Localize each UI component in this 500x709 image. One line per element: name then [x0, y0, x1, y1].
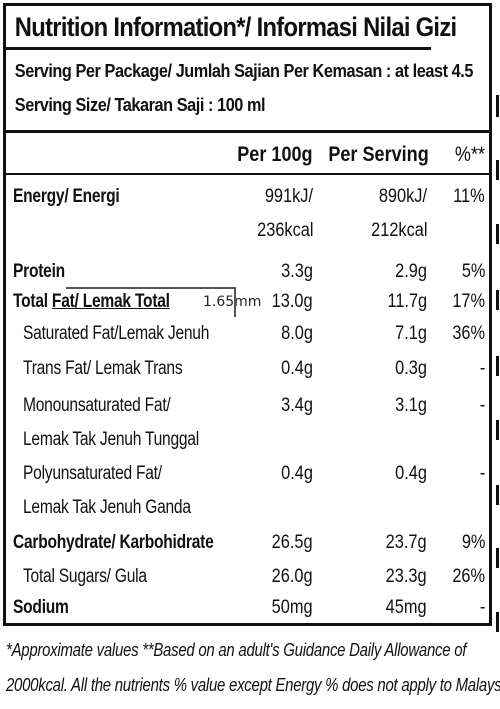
value-percent: - [479, 358, 485, 379]
nutrient-label: Monounsaturated Fat/ [23, 395, 171, 416]
value-per-serving: 0.4g [395, 463, 427, 484]
value-percent: 9% [461, 532, 485, 553]
value-per-serving: 23.7g [386, 532, 427, 553]
value-percent: 17% [452, 291, 485, 312]
label-part: Total [13, 291, 52, 312]
value-percent: - [479, 463, 485, 484]
nutrient-row-trans-fat: Trans Fat/ Lemak Trans 0.4g 0.3g - [6, 354, 489, 384]
divider [6, 173, 489, 175]
nutrient-row-total-fat: Total Fat/ Lemak Total 1.65mm 13.0g 11.7… [6, 287, 489, 317]
col-per-100g: Per 100g [237, 143, 313, 166]
nutrient-row-energy-kcal: 236kcal 212kcal [6, 216, 489, 246]
value-percent: 5% [461, 261, 485, 282]
serving-per-package: Serving Per Package/ Jumlah Sajian Per K… [14, 60, 474, 81]
footnote-line-1: *Approximate values **Based on an adult'… [6, 640, 467, 660]
cut-line-mark [496, 485, 499, 505]
nutrient-label: Polyunsaturated Fat/ [23, 463, 162, 484]
cut-line-mark [496, 95, 499, 117]
panel-title: Nutrition Information*/ Informasi Nilai … [6, 6, 457, 50]
value-per-100g: 26.0g [272, 566, 313, 587]
serving-size: Serving Size/ Takaran Saji : 100 ml [14, 94, 266, 115]
nutrient-label: Sodium [13, 597, 69, 618]
value-percent: 11% [453, 186, 485, 207]
value-per-serving: 890kJ/ [378, 186, 427, 207]
nutrient-row-carbohydrate: Carbohydrate/ Karbohidrate 26.5g 23.7g 9… [6, 528, 489, 558]
measurement-box-top [66, 287, 236, 289]
nutrient-label: Energy/ Energi [13, 186, 120, 207]
value-per-serving: 212kcal [370, 220, 427, 241]
value-per-serving: 11.7g [387, 291, 427, 312]
nutrient-row-poly-fat-cont: Lemak Tak Jenuh Ganda [6, 493, 489, 523]
value-percent: - [479, 597, 485, 618]
col-percent: %** [454, 143, 485, 166]
col-per-serving: Per Serving [328, 143, 429, 166]
value-percent: 36% [452, 323, 485, 344]
value-per-serving: 0.3g [395, 358, 427, 379]
nutrient-label: Total Fat/ Lemak Total [13, 287, 170, 317]
value-percent: - [479, 395, 485, 416]
value-per-100g: 26.5g [272, 532, 313, 553]
cut-line-mark [496, 548, 499, 568]
nutrient-label: Protein [13, 261, 65, 282]
nutrient-row-energy: Energy/ Energi 991kJ/ 890kJ/ 11% [6, 182, 489, 212]
value-per-100g: 8.0g [281, 323, 313, 344]
value-per-100g: 50mg [272, 597, 313, 618]
nutrient-label: Total Sugars/ Gula [23, 566, 147, 587]
nutrient-row-protein: Protein 3.3g 2.9g 5% [6, 257, 489, 287]
measurement-box-side [234, 287, 236, 317]
value-per-100g: 991kJ/ [264, 186, 313, 207]
divider [6, 130, 489, 133]
value-per-serving: 23.3g [386, 566, 427, 587]
cut-line-mark [496, 290, 499, 310]
label-part-underlined: Fat/ Lemak Total [51, 291, 170, 312]
nutrition-panel: Nutrition Information*/ Informasi Nilai … [3, 3, 492, 626]
nutrient-row-sugars: Total Sugars/ Gula 26.0g 23.3g 26% [6, 562, 489, 592]
nutrient-row-mono-fat-cont: Lemak Tak Jenuh Tunggal [6, 425, 489, 455]
nutrient-label-cont: Lemak Tak Jenuh Ganda [23, 497, 191, 518]
nutrient-row-poly-fat: Polyunsaturated Fat/ 0.4g 0.4g - [6, 459, 489, 489]
nutrient-label: Carbohydrate/ Karbohidrate [13, 532, 214, 553]
nutrient-label: Saturated Fat/Lemak Jenuh [23, 323, 210, 344]
value-per-100g: 3.4g [281, 395, 313, 416]
value-per-serving: 7.1g [395, 323, 427, 344]
cut-line-mark [496, 356, 499, 376]
value-per-100g: 3.3g [281, 261, 313, 282]
value-percent: 26% [452, 566, 485, 587]
measurement-annotation: 1.65mm [203, 294, 262, 310]
column-headers: Per 100g Per Serving %** [6, 140, 489, 170]
value-per-100g: 13.0g [272, 291, 313, 312]
cut-line-mark [496, 224, 499, 244]
value-per-100g: 0.4g [281, 463, 313, 484]
nutrient-row-mono-fat: Monounsaturated Fat/ 3.4g 3.1g - [6, 391, 489, 421]
nutrient-label-cont: Lemak Tak Jenuh Tunggal [23, 429, 199, 450]
cut-line-mark [496, 420, 499, 440]
value-per-100g: 236kcal [256, 220, 313, 241]
value-per-serving: 2.9g [395, 261, 427, 282]
footnote-line-2: 2000kcal. All the nutrients % value exce… [6, 675, 500, 695]
cut-line-mark [496, 160, 499, 180]
cut-line-mark [496, 612, 499, 632]
nutrient-label: Trans Fat/ Lemak Trans [23, 358, 183, 379]
nutrient-row-sodium: Sodium 50mg 45mg - [6, 593, 489, 623]
value-per-100g: 0.4g [281, 358, 313, 379]
nutrient-row-saturated-fat: Saturated Fat/Lemak Jenuh 8.0g 7.1g 36% [6, 319, 489, 349]
value-per-serving: 45mg [386, 597, 427, 618]
value-per-serving: 3.1g [395, 395, 427, 416]
